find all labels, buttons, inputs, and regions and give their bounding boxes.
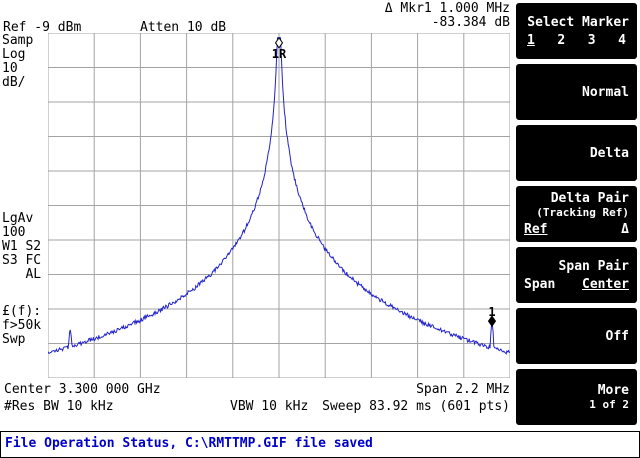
annotation-line: dB/: [2, 75, 26, 90]
marker-label-1r: 1R: [272, 47, 287, 61]
softkey-option-δ[interactable]: Δ: [621, 222, 629, 237]
status-text: File Operation Status, C:\RMTTMP.GIF fil…: [5, 436, 373, 451]
softkey-panel: Select Marker 1 2 3 4 Normal Delta Delta Pair (T…: [514, 0, 640, 431]
annotation-line: 10: [2, 61, 18, 76]
vbw-label: VBW 10 kHz: [230, 399, 309, 414]
rbw-label: #Res BW 10 kHz: [4, 399, 114, 414]
softkey-label: Delta: [589, 145, 629, 161]
softkey-option-row: Span Center: [524, 277, 629, 292]
annotation-line: AL: [2, 267, 42, 282]
trace-annotations: LgAv 100 W1 S2 S3 FC AL: [2, 212, 41, 282]
annotation-line: W1 S2: [2, 239, 42, 254]
softkey-sublabel: 1 of 2: [589, 398, 629, 411]
annotation-line: £(f):: [2, 304, 42, 319]
softkey-option-3[interactable]: 3: [587, 32, 596, 48]
display-area: Ref -9 dBm Atten 10 dB Δ Mkr1 1.000 MHz …: [2, 1, 510, 414]
marker-delta-amplitude: -83.384 dB: [431, 15, 510, 30]
annotation-line: S3 FC: [2, 253, 42, 268]
status-bar: File Operation Status, C:\RMTTMP.GIF fil…: [0, 431, 640, 458]
softkey-option-1[interactable]: 1: [527, 32, 535, 48]
marker-diamond-1r: [274, 36, 284, 49]
softkey-option-span[interactable]: Span: [524, 276, 556, 292]
marker-label-1: 1: [488, 305, 495, 319]
softkey-label: Off: [605, 328, 629, 344]
annotation-line: LgAv: [2, 211, 34, 226]
annotation-line: f>50k: [2, 318, 42, 333]
sweep-time-label: Sweep 83.92 ms (601 pts): [322, 399, 510, 414]
softkey-span-pair[interactable]: Span Pair Span Center: [516, 247, 637, 303]
softkey-option-row: 1 2 3 4: [524, 33, 629, 48]
annotation-line: Log: [2, 47, 26, 62]
softkey-label: Delta Pair: [550, 191, 629, 206]
softkey-option-4[interactable]: 4: [618, 32, 626, 48]
softkey-off[interactable]: Off: [516, 308, 637, 364]
span-label: Span 2.2 MHz: [416, 382, 510, 397]
softkey-delta[interactable]: Delta: [516, 125, 637, 181]
marker-readout: Δ Mkr1 1.000 MHz -83.384 dB: [385, 2, 510, 30]
annotation-line: Samp: [2, 33, 34, 48]
center-frequency-label: Center 3.300 000 GHz: [4, 382, 161, 397]
softkey-option-center[interactable]: Center: [582, 276, 629, 292]
softkey-option-2[interactable]: 2: [557, 32, 566, 48]
softkey-normal[interactable]: Normal: [516, 64, 637, 120]
softkey-label: Normal: [582, 84, 629, 100]
softkey-option-ref[interactable]: Ref: [524, 222, 548, 237]
graticule-svg: 1R 1: [48, 33, 510, 378]
softkey-select-marker[interactable]: Select Marker 1 2 3 4: [516, 3, 637, 59]
ref-level-label: Ref -9 dBm: [3, 20, 82, 35]
softkey-more[interactable]: More 1 of 2: [516, 369, 637, 425]
sweep-annotations: £(f): f>50k Swp: [2, 305, 41, 347]
attenuation-label: Atten 10 dB: [140, 20, 227, 35]
annotation-line: Swp: [2, 332, 26, 347]
softkey-label: Span Pair: [558, 258, 629, 274]
annotation-line: 100: [2, 225, 26, 240]
marker-diamond-1: [487, 315, 497, 328]
softkey-delta-pair[interactable]: Delta Pair (Tracking Ref) Ref Δ: [516, 186, 637, 242]
amplitude-annotations: Samp Log 10 dB/: [2, 34, 33, 90]
marker-delta-frequency: Δ Mkr1 1.000 MHz: [384, 1, 510, 16]
softkey-sublabel: (Tracking Ref): [536, 206, 629, 219]
softkey-label: More: [597, 383, 629, 398]
softkey-option-row: Ref Δ: [524, 222, 629, 237]
softkey-label: Select Marker: [527, 14, 629, 30]
